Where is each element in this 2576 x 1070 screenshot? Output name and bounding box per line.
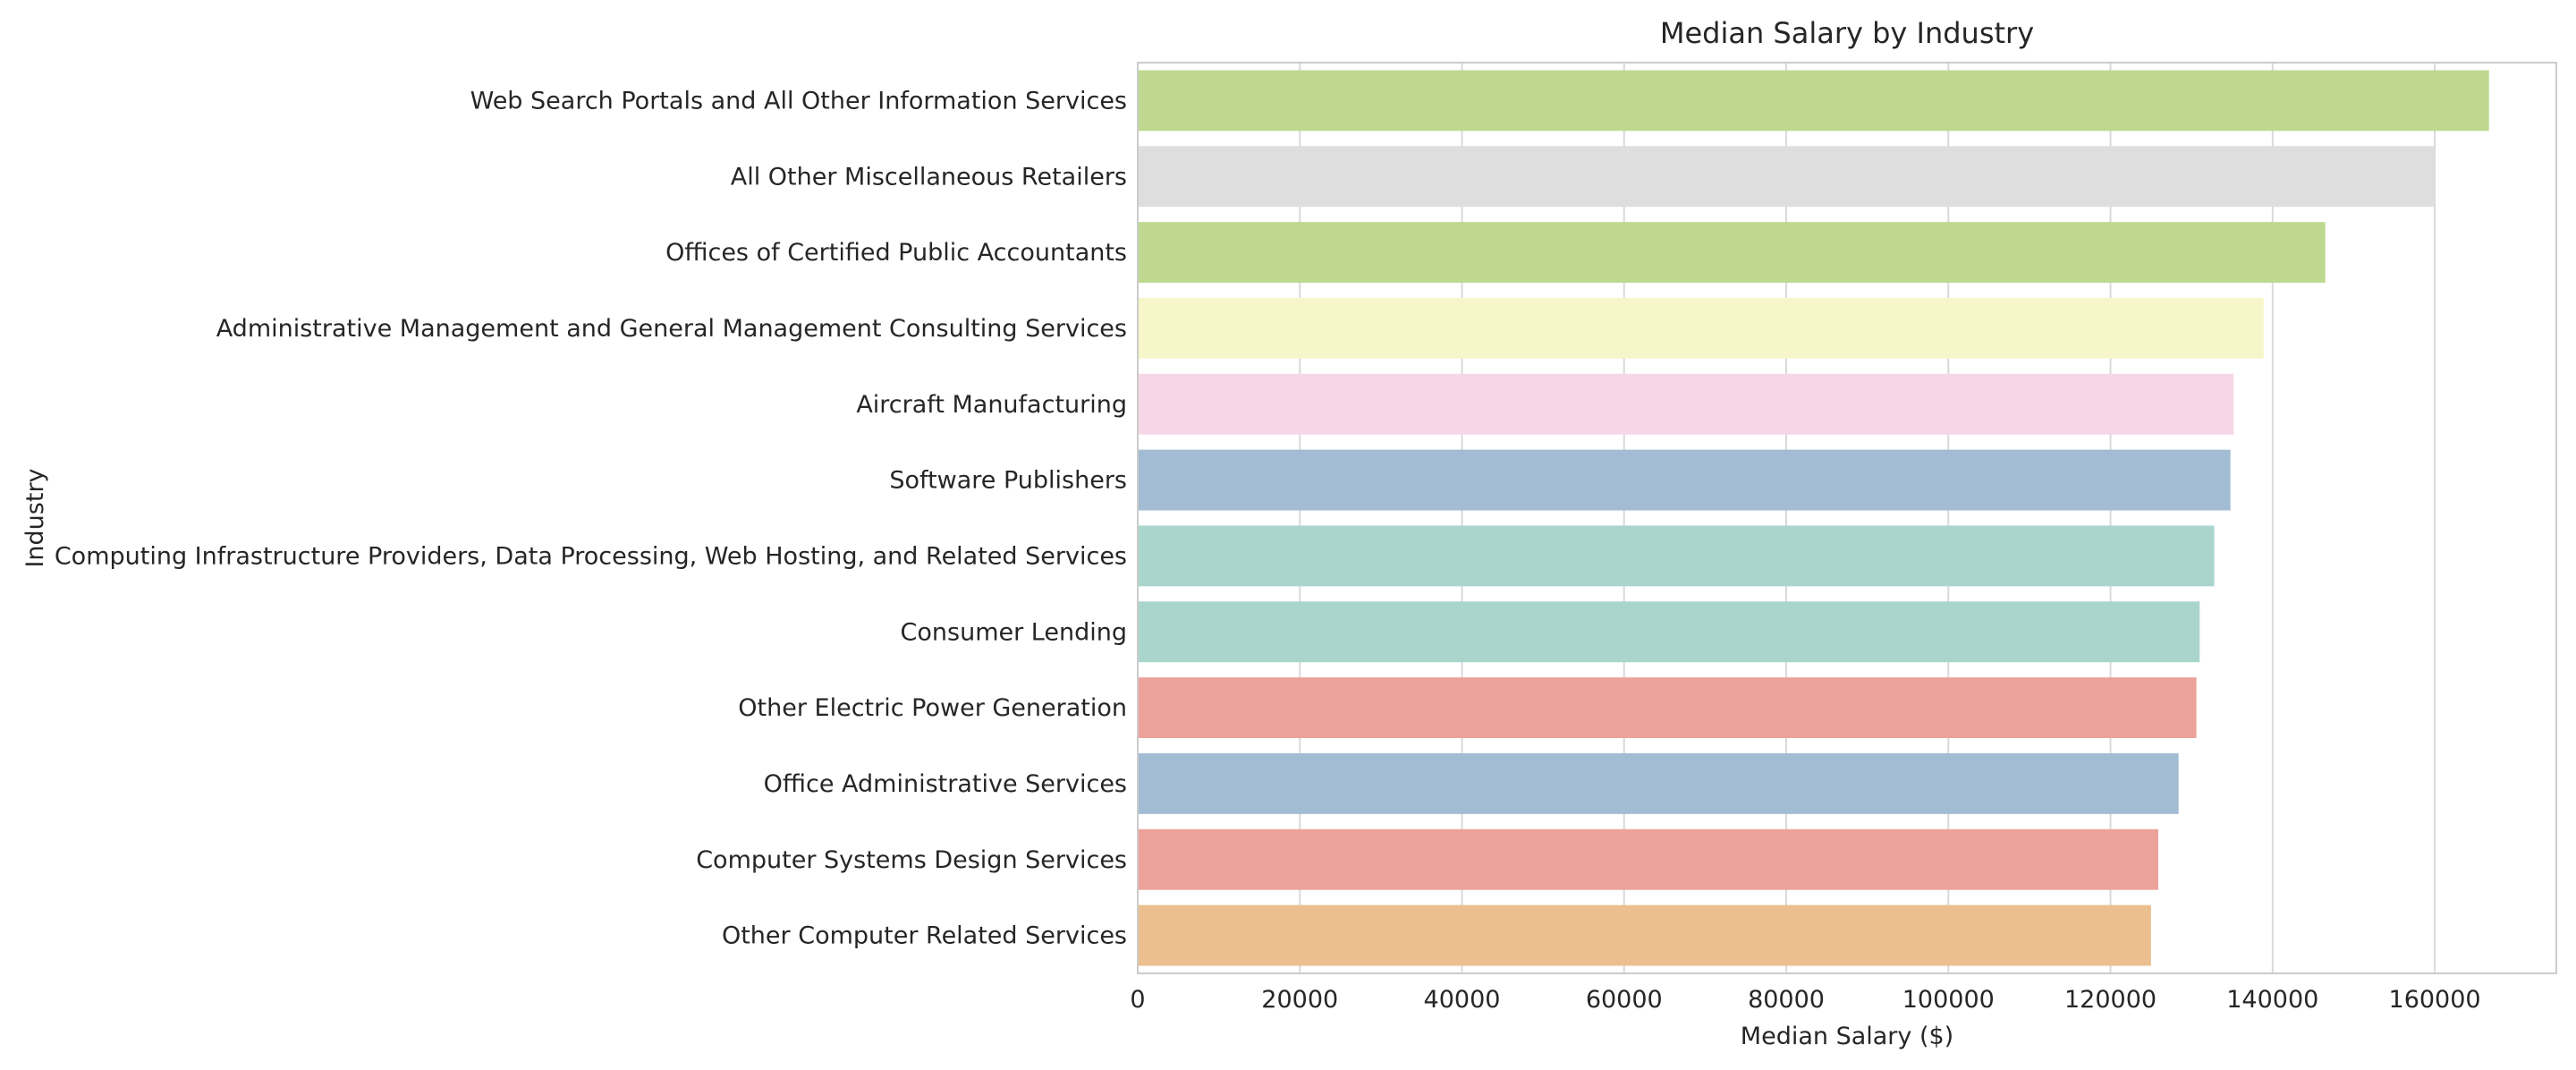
x-tick-label: 120000 — [2064, 986, 2157, 1014]
x-tick-label: 40000 — [1424, 986, 1501, 1014]
x-tick-labels: 0 20000 40000 60000 80000 100000 120000 140000 1… — [1130, 986, 2480, 1014]
x-tick-label: 160000 — [2389, 986, 2481, 1014]
chart-title: Median Salary by Industry — [1660, 16, 2034, 50]
bar — [1138, 525, 2215, 587]
x-tick-label: 140000 — [2226, 986, 2318, 1014]
y-tick-label: Consumer Lending — [901, 618, 1127, 646]
bar-layer — [1138, 70, 2489, 966]
y-tick-label: Aircraft Manufacturing — [856, 391, 1127, 419]
bar — [1138, 449, 2231, 511]
bar — [1138, 146, 2436, 208]
bar — [1138, 222, 2326, 284]
y-tick-label: All Other Miscellaneous Retailers — [731, 163, 1127, 191]
bar — [1138, 373, 2234, 435]
plot-frame — [1137, 62, 2557, 974]
y-tick-label: Web Search Portals and All Other Informa… — [470, 87, 1127, 115]
y-tick-label: Software Publishers — [889, 467, 1127, 495]
x-tick-label: 20000 — [1261, 986, 1338, 1014]
y-tick-label: Office Administrative Services — [764, 770, 1127, 798]
y-tick-label: Computer Systems Design Services — [696, 846, 1127, 874]
bar — [1138, 677, 2197, 739]
bar — [1138, 297, 2264, 359]
y-tick-label: Other Computer Related Services — [722, 922, 1127, 950]
x-tick-label: 80000 — [1748, 986, 1825, 1014]
y-axis-label: Industry — [21, 468, 49, 567]
y-tick-labels: Web Search Portals and All Other Informa… — [55, 87, 1127, 949]
y-tick-label: Other Electric Power Generation — [738, 694, 1127, 722]
y-tick-label: Administrative Management and General Ma… — [216, 315, 1127, 343]
bar — [1138, 601, 2200, 663]
y-tick-label: Offices of Certified Public Accountants — [665, 239, 1127, 267]
bar — [1138, 70, 2489, 132]
bar — [1138, 752, 2179, 814]
plot-area — [1138, 63, 2556, 973]
x-tick-label: 100000 — [1902, 986, 1995, 1014]
x-axis-label: Median Salary ($) — [1741, 1023, 1953, 1050]
y-tick-label: Computing Infrastructure Providers, Data… — [55, 542, 1127, 570]
bar — [1138, 904, 2151, 966]
x-tick-label: 60000 — [1586, 986, 1663, 1014]
x-tick-label: 0 — [1130, 986, 1145, 1014]
bar — [1138, 828, 2159, 890]
